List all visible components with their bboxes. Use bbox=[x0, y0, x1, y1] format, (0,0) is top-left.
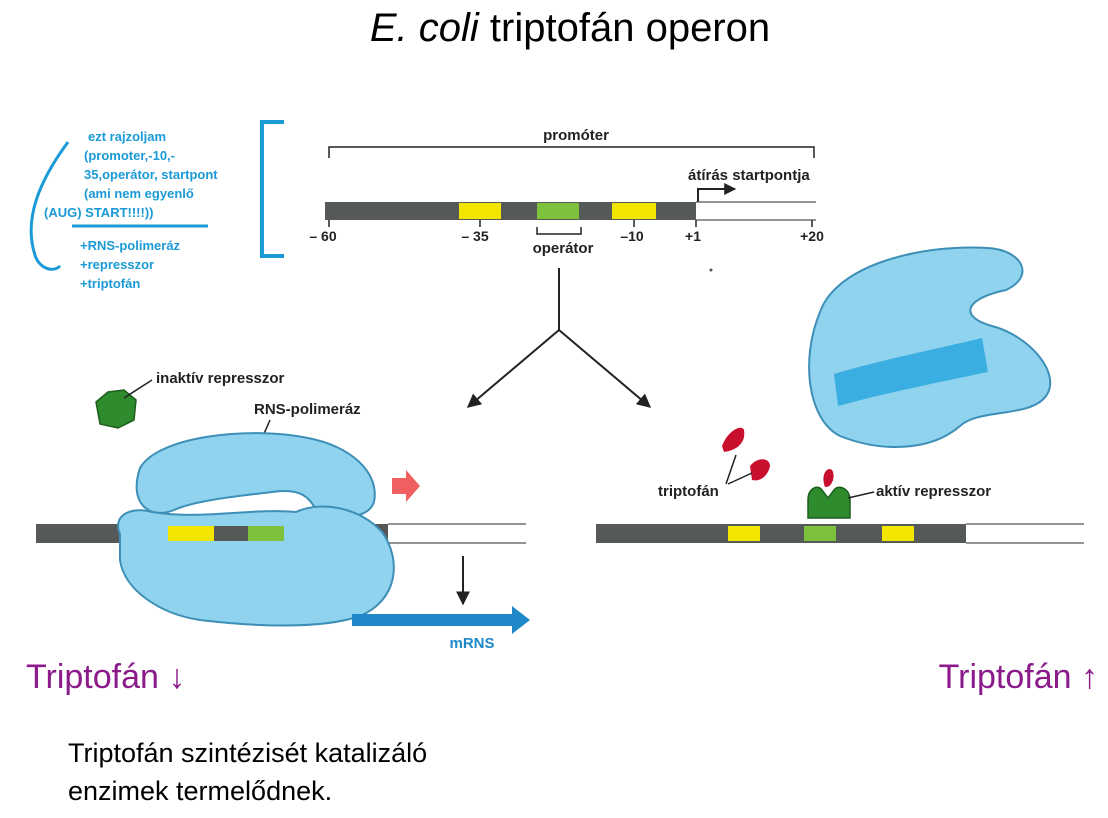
box-minus-35 bbox=[459, 203, 501, 219]
conclusion-line-2: enzimek termelődnek. bbox=[68, 776, 332, 806]
box-operator bbox=[537, 203, 579, 219]
trp-molecule-1 bbox=[722, 427, 745, 452]
left-box-green bbox=[248, 526, 284, 541]
dna-promoter-segment bbox=[325, 202, 696, 220]
trp-molecule-bound bbox=[823, 468, 834, 488]
branch-right-arrow bbox=[558, 329, 652, 408]
active-repressor-label: aktív represszor bbox=[876, 483, 991, 500]
right-box-green bbox=[804, 526, 836, 541]
branch-arrows bbox=[466, 268, 652, 408]
trp-molecule-2 bbox=[750, 459, 770, 481]
note-line-8: +triptofán bbox=[80, 276, 140, 291]
note-line-5: (AUG) START!!!!)) bbox=[44, 205, 154, 220]
left-box-yellow bbox=[168, 526, 214, 541]
title-rest: triptofán operon bbox=[478, 6, 771, 50]
rna-polymerase-bottom bbox=[117, 505, 395, 627]
promoter-diagram: promóter átírás startpontja – 60 – 35 –1… bbox=[309, 127, 824, 272]
note-line-6: +RNS-polimeráz bbox=[80, 238, 181, 253]
rna-polymerase-floating bbox=[808, 246, 1052, 448]
tryptophan-high-label: Triptofán ↑ bbox=[939, 658, 1098, 696]
left-box-dark bbox=[214, 526, 248, 541]
operator-label: operátor bbox=[533, 240, 594, 257]
rna-polymerase-top bbox=[135, 432, 376, 518]
note-line-3: 35,operátor, startpont bbox=[84, 167, 218, 182]
tick-label-minus-60: – 60 bbox=[309, 228, 336, 244]
note-bracket bbox=[260, 120, 284, 258]
promoter-bracket bbox=[328, 146, 815, 158]
note-curl bbox=[29, 141, 70, 271]
tryptophan-label: triptofán bbox=[658, 483, 719, 500]
red-direction-arrow bbox=[392, 470, 420, 502]
tick-label-minus-10: –10 bbox=[620, 228, 644, 244]
inactive-repressor-leader bbox=[123, 379, 153, 399]
left-panel: inaktív represszor RNS-polimeráz mRNS bbox=[36, 370, 530, 652]
start-label: átírás startpontja bbox=[688, 167, 810, 184]
tick-label-minus-35: – 35 bbox=[461, 228, 488, 244]
note-line-4: (ami nem egyenlő bbox=[84, 186, 194, 201]
dot bbox=[709, 268, 713, 272]
right-box-yellow-1 bbox=[728, 526, 760, 541]
inactive-repressor-shape bbox=[95, 389, 137, 429]
polymerase-band bbox=[834, 338, 988, 406]
promoter-label: promóter bbox=[543, 127, 609, 144]
branch-left-arrow bbox=[466, 329, 560, 408]
active-repressor-shape bbox=[807, 486, 851, 519]
rna-polymerase-label: RNS-polimeráz bbox=[254, 401, 361, 418]
note-line-1: ezt rajzoljam bbox=[88, 129, 166, 144]
tick-label-plus-20: +20 bbox=[800, 228, 824, 244]
active-repressor-leader bbox=[847, 491, 875, 499]
start-arrow bbox=[697, 183, 737, 202]
tick-label-plus-1: +1 bbox=[685, 228, 701, 244]
tryptophan-low-label: Triptofán ↓ bbox=[26, 658, 185, 696]
note-line-2: (promoter,-10,- bbox=[84, 148, 175, 163]
trp-leader-2 bbox=[727, 472, 753, 485]
annotation-notes: ezt rajzoljam (promoter,-10,- 35,operáto… bbox=[29, 120, 284, 291]
right-box-yellow-2 bbox=[882, 526, 914, 541]
dna-right bbox=[596, 524, 966, 543]
trp-leader-1 bbox=[725, 454, 737, 485]
right-panel: triptofán aktív represszor bbox=[596, 246, 1084, 544]
box-minus-10 bbox=[612, 203, 656, 219]
operator-bracket bbox=[536, 227, 582, 235]
page-title: E. coli triptofán operon bbox=[0, 6, 1108, 51]
inactive-repressor-label: inaktív represszor bbox=[156, 370, 285, 387]
title-species: E. coli bbox=[369, 6, 479, 50]
mrna-arrow bbox=[352, 606, 530, 634]
mrna-label: mRNS bbox=[449, 635, 494, 652]
note-line-7: +represszor bbox=[80, 257, 154, 272]
conclusion-line-1: Triptofán szintézisét katalizáló bbox=[68, 738, 427, 768]
